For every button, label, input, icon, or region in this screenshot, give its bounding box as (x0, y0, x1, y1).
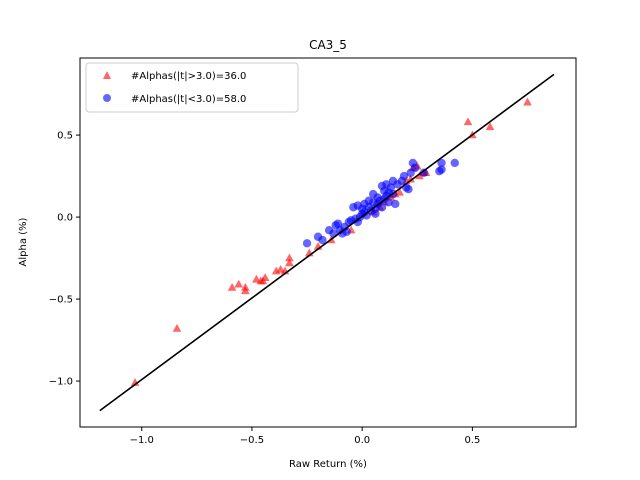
circle-point (437, 158, 446, 168)
legend-label-high-t: #Alphas(|t|>3.0)=36.0 (131, 71, 246, 82)
circle-point (419, 168, 429, 177)
triangle-point (463, 117, 473, 126)
triangle-point (406, 174, 415, 183)
triangle-point (234, 279, 244, 288)
circle-point (364, 196, 373, 205)
circle-point (410, 163, 420, 173)
circle-point (399, 171, 409, 181)
x-tick-label: −0.5 (240, 435, 264, 446)
triangle-point (172, 324, 182, 332)
circle-point (391, 199, 400, 209)
x-axis-label: Raw Return (%) (289, 459, 367, 470)
x-tick-label: 0.5 (464, 435, 480, 446)
triangle-point (241, 283, 250, 291)
circle-point (386, 183, 396, 192)
y-tick-label: 0.0 (57, 213, 73, 224)
triangle-point (130, 378, 140, 386)
triangle-point (415, 171, 424, 180)
y-axis-label: Alpha (%) (18, 217, 29, 266)
plot-area (99, 73, 555, 412)
chart-title: CA3_5 (309, 38, 347, 52)
triangle-point (227, 283, 237, 291)
axis-ticks: −1.0 −0.5 0.0 0.5 −1.0 −0.5 0.0 0.5 (49, 131, 481, 446)
circle-point (302, 239, 312, 248)
legend-box (85, 62, 299, 113)
x-tick-label: 0.0 (354, 435, 370, 446)
triangle-point (395, 187, 404, 196)
circle-point (437, 165, 446, 174)
y-tick-label: −1.0 (49, 377, 73, 388)
legend-circle-marker (103, 94, 111, 102)
plot-frame (79, 57, 577, 428)
x-tick-label: −1.0 (130, 435, 154, 446)
circle-point (357, 204, 367, 214)
circle-point (384, 198, 393, 207)
circle-point (342, 227, 351, 237)
circle-point (404, 185, 413, 194)
triangle-point (260, 273, 270, 281)
triangle-point (285, 258, 294, 267)
legend-label-low-t: #Alphas(|t|<3.0)=58.0 (131, 94, 246, 105)
circle-point (333, 219, 343, 228)
triangle-point (285, 253, 294, 262)
legend: #Alphas(|t|>3.0)=36.0 #Alphas(|t|<3.0)=5… (85, 62, 299, 113)
legend-triangle-marker (103, 71, 111, 79)
circle-point (450, 158, 459, 168)
triangle-point (485, 122, 495, 131)
circle-point (318, 235, 327, 245)
y-tick-label: −0.5 (49, 295, 73, 306)
circle-point (371, 209, 380, 218)
circle-point (377, 203, 387, 212)
y-tick-label: 0.5 (57, 131, 73, 142)
fit-line (99, 73, 555, 412)
triangle-point (523, 97, 532, 106)
